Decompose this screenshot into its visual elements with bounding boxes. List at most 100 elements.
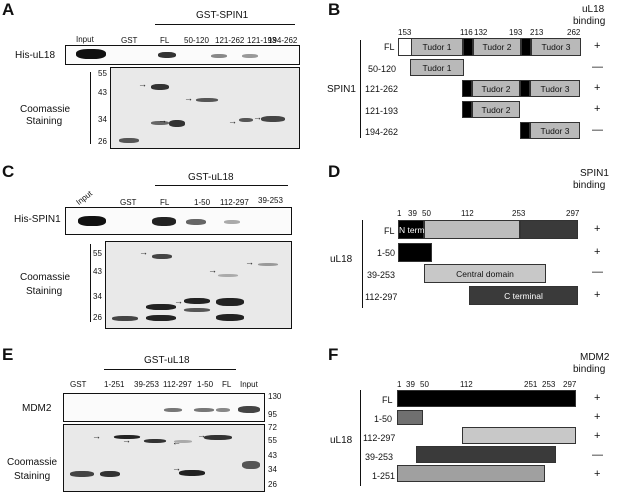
panel-f-num-50: 50 xyxy=(420,380,429,389)
band xyxy=(169,120,185,127)
panel-a-bracket xyxy=(90,72,91,144)
panel-d-num-297: 297 xyxy=(566,209,580,218)
panel-e-gel-label-1: Coomassie xyxy=(7,457,58,468)
panel-c-header-line xyxy=(155,185,288,186)
arrow-icon: → xyxy=(138,79,147,89)
band xyxy=(179,470,205,476)
panel-b-row-121-262: 121-262 xyxy=(365,84,399,94)
panel-d-binding-112-297: + xyxy=(594,289,601,301)
panel-b-num-213: 213 xyxy=(530,28,544,37)
band xyxy=(114,435,140,439)
panel-f-num-1: 1 xyxy=(397,380,402,389)
panel-e-mw-130: 130 xyxy=(268,392,282,401)
panel-f-row-39-253: 39-253 xyxy=(365,452,394,462)
panel-f-num-297: 297 xyxy=(563,380,577,389)
panel-b-protein-label: SPIN1 xyxy=(327,84,356,95)
band xyxy=(238,406,260,413)
panel-e-lane-112-297: 112-297 xyxy=(163,380,192,389)
panel-f-bar-1-50 xyxy=(397,410,423,425)
panel-b-row-50-120: 50-120 xyxy=(368,64,397,74)
panel-c-lane-input: Input xyxy=(74,188,95,207)
panel-d-row-39-253: 39-253 xyxy=(367,270,396,280)
panel-a-lane-50-120: 50-120 xyxy=(184,36,209,45)
band xyxy=(258,263,278,266)
band xyxy=(119,138,139,143)
panel-b-binding-121-193: + xyxy=(594,103,601,115)
panel-e-blot-label: MDM2 xyxy=(22,403,52,414)
panel-e-mw-34: 34 xyxy=(268,465,277,474)
panel-f-letter: F xyxy=(328,345,339,364)
panel-c-mw-26: 26 xyxy=(93,313,102,322)
panel-e-gel-label-2: Staining xyxy=(14,471,51,482)
panel-b-num-153: 153 xyxy=(398,28,412,37)
panel-c-bracket xyxy=(90,244,91,322)
band xyxy=(186,219,206,225)
panel-b-bracket xyxy=(360,40,361,138)
band xyxy=(216,408,230,412)
band xyxy=(164,408,182,412)
panel-b-num-193: 193 xyxy=(509,28,523,37)
tudor1-domain: Tudor 1 xyxy=(411,38,463,56)
panel-f-binding-1-251: + xyxy=(594,468,601,480)
panel-f-binding-39-253: — xyxy=(592,449,603,461)
panel-f-binding-fl: + xyxy=(594,392,601,404)
band xyxy=(196,98,218,102)
band xyxy=(70,471,94,477)
panel-d-binding-39-253: — xyxy=(592,266,603,278)
panel-a-lane-gst: GST xyxy=(121,36,138,45)
panel-c-lane-gst: GST xyxy=(120,198,137,207)
panel-e-mw-43: 43 xyxy=(268,451,277,460)
panel-b-bar-50-120: Tudor 1 xyxy=(410,59,464,76)
panel-b-binding-1: uL18 xyxy=(582,4,605,15)
panel-a-gel-label-2: Staining xyxy=(26,116,63,127)
panel-b-num-116: 116 xyxy=(460,28,473,37)
panel-d-binding-1: SPIN1 xyxy=(580,168,609,179)
panel-f-row-1-251: 1-251 xyxy=(372,471,396,481)
panel-a-lane-121-193: 121-193 xyxy=(247,36,277,45)
panel-e-lane-gst: GST xyxy=(70,380,87,389)
panel-f-row-112-297: 112-297 xyxy=(363,433,396,443)
band xyxy=(224,220,240,224)
arrow-icon: → xyxy=(184,93,193,103)
panel-c-gel xyxy=(105,241,292,329)
panel-e-lane-fl: FL xyxy=(222,380,232,389)
panel-c-mw-43: 43 xyxy=(93,267,102,276)
panel-d-letter: D xyxy=(328,162,341,181)
panel-c-blot-label: His-SPIN1 xyxy=(14,214,61,225)
panel-b-row-fl: FL xyxy=(384,42,395,52)
panel-d-binding-fl: + xyxy=(594,223,601,235)
panel-f-num-253: 253 xyxy=(542,380,556,389)
panel-a-lane-fl: FL xyxy=(160,36,170,45)
panel-c-gel-label-2: Staining xyxy=(26,286,63,297)
panel-e-lane-input: Input xyxy=(240,380,258,389)
panel-b-bar-121-193-linker xyxy=(462,101,472,118)
band xyxy=(204,435,232,440)
panel-d-bar-39-253: Central domain xyxy=(424,264,546,283)
panel-b-bar-194-262-t3: Tudor 3 xyxy=(530,122,580,139)
arrow-icon: → xyxy=(245,257,254,267)
linker xyxy=(521,38,531,56)
panel-e-lane-1-251: 1-251 xyxy=(104,380,125,389)
arrow-icon: → xyxy=(92,431,101,441)
panel-d-bar-fl-c xyxy=(520,220,578,239)
panel-b-bar-121-262-t2: Tudor 2 xyxy=(472,80,520,97)
panel-e-gel xyxy=(63,424,265,492)
panel-d-num-253: 253 xyxy=(512,209,526,218)
panel-c-blot xyxy=(65,207,292,235)
band xyxy=(216,298,244,306)
panel-c-letter: C xyxy=(2,162,15,181)
panel-b-bar-fl: Tudor 1 Tudor 2 Tudor 3 xyxy=(398,38,581,56)
panel-b-binding-50-120: — xyxy=(592,61,603,73)
band xyxy=(152,254,172,259)
band xyxy=(152,217,176,226)
band xyxy=(146,315,176,321)
panel-e-lane-1-50: 1-50 xyxy=(197,380,214,389)
panel-f-num-251: 251 xyxy=(524,380,538,389)
arrow-icon: ← xyxy=(172,437,181,447)
panel-b-bar-121-262-t3: Tudor 3 xyxy=(530,80,580,97)
panel-d-row-1-50: 1-50 xyxy=(377,248,396,258)
panel-b-num-262: 262 xyxy=(567,28,581,37)
panel-f-bracket xyxy=(360,390,361,486)
panel-b-binding-121-262: + xyxy=(594,82,601,94)
panel-b-letter: B xyxy=(328,0,341,19)
